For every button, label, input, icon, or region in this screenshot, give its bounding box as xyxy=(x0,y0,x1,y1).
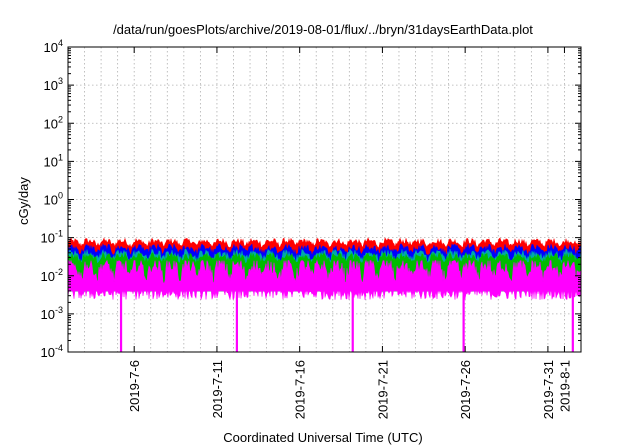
series-band xyxy=(67,259,582,292)
x-axis-label: Coordinated Universal Time (UTC) xyxy=(223,430,422,445)
dropout-spike xyxy=(235,287,238,352)
chart-title: /data/run/goesPlots/archive/2019-08-01/f… xyxy=(113,22,533,37)
grid-lines xyxy=(68,46,581,353)
x-tick-labels: 2019-7-6 2019-7-11 2019-7-16 2019-7-21 2019-… xyxy=(127,360,572,419)
dropout-spike xyxy=(571,287,574,352)
y-tick-labels: 10-4 10-3 10-2 10-1 100 101 102 103 104 xyxy=(41,38,63,360)
y-tick-label: 100 xyxy=(44,191,63,208)
y-tick-label: 103 xyxy=(44,76,63,93)
y-tick-label: 10-1 xyxy=(41,229,63,246)
x-tick-label: 2019-7-6 xyxy=(127,360,142,412)
x-tick-label: 2019-7-26 xyxy=(458,360,473,419)
x-tick-label: 2019-7-31 xyxy=(541,360,556,419)
y-tick-label: 104 xyxy=(44,38,63,55)
x-tick-label: 2019-8-1 xyxy=(557,360,572,412)
x-tick-label: 2019-7-11 xyxy=(210,360,225,418)
y-tick-label: 101 xyxy=(44,152,63,169)
x-tick-label: 2019-7-16 xyxy=(293,360,308,419)
dropout-spike xyxy=(119,287,123,352)
y-tick-label: 10-4 xyxy=(41,343,63,360)
dropout-spike xyxy=(462,287,465,352)
axis-ticks xyxy=(68,46,581,353)
y-tick-label: 102 xyxy=(44,114,63,131)
y-axis-label: cGy/day xyxy=(16,177,31,225)
x-tick-label: 2019-7-21 xyxy=(375,360,390,419)
y-tick-label: 10-2 xyxy=(41,267,63,284)
series-lower-edge xyxy=(67,285,582,301)
series-layer xyxy=(67,237,582,352)
dropout-spike xyxy=(351,287,354,352)
y-tick-label: 10-3 xyxy=(41,305,63,322)
